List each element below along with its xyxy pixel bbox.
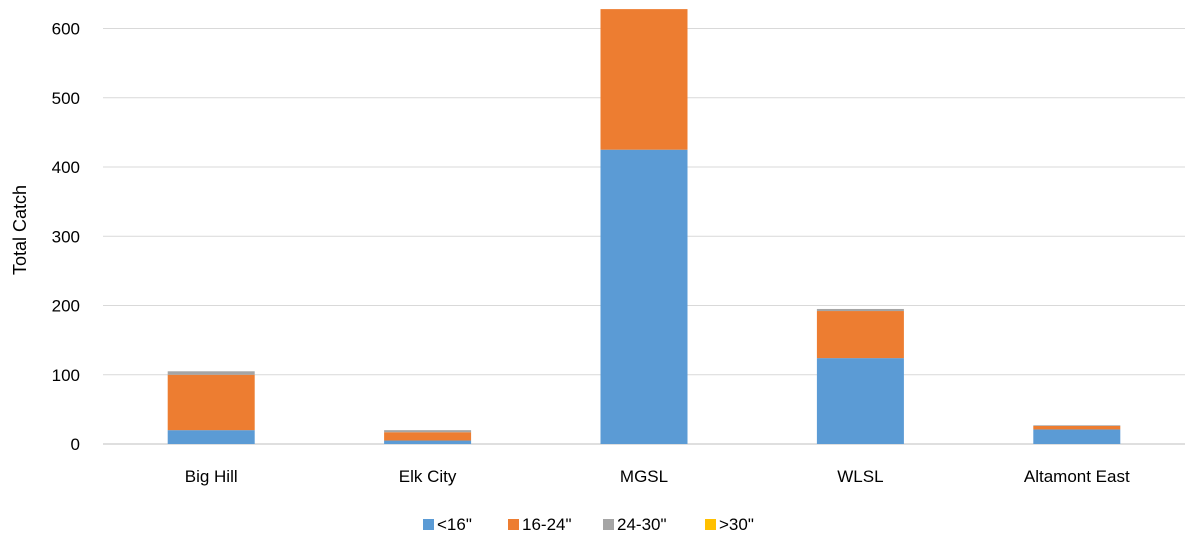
y-tick-label: 200 [52,297,80,316]
bar-segment [816,308,904,312]
x-tick-label: MGSL [620,467,668,486]
bars [167,9,1121,444]
legend-swatch [603,519,614,530]
legend-swatch [508,519,519,530]
y-tick-label: 400 [52,158,80,177]
bar-segment [384,430,472,433]
legend-label: <16" [437,515,472,534]
legend-swatch [705,519,716,530]
bar-segment [1033,425,1121,426]
y-tick-label: 100 [52,366,80,385]
legend-label: 16-24" [522,515,572,534]
bar-segment [1033,429,1121,444]
legend: <16" 16-24" 24-30" >30" [423,515,754,534]
bar-segment [816,311,904,359]
bar-segment [167,374,255,431]
legend-label: 24-30" [617,515,667,534]
bar-segment [600,9,688,150]
bar-segment [1033,425,1121,430]
y-tick-label: 600 [52,20,80,39]
y-tick-label: 500 [52,89,80,108]
bar-segment [167,371,255,375]
y-tick-label: 300 [52,227,80,246]
bar-segment [384,440,472,444]
bar-segment [167,430,255,444]
legend-swatch [423,519,434,530]
x-tick-label: Altamont East [1024,467,1130,486]
x-tick-label: Elk City [399,467,457,486]
y-tick-label: 0 [71,435,80,454]
y-axis-title: Total Catch [10,185,30,275]
legend-label: >30" [719,515,754,534]
bar-segment [384,432,472,441]
bar-segment [600,149,688,444]
bar-segment [816,358,904,444]
axes: 0 100 200 300 400 500 600 Big Hill Elk City MGSL W… [52,20,1130,487]
x-tick-label: WLSL [837,467,883,486]
x-tick-label: Big Hill [185,467,238,486]
